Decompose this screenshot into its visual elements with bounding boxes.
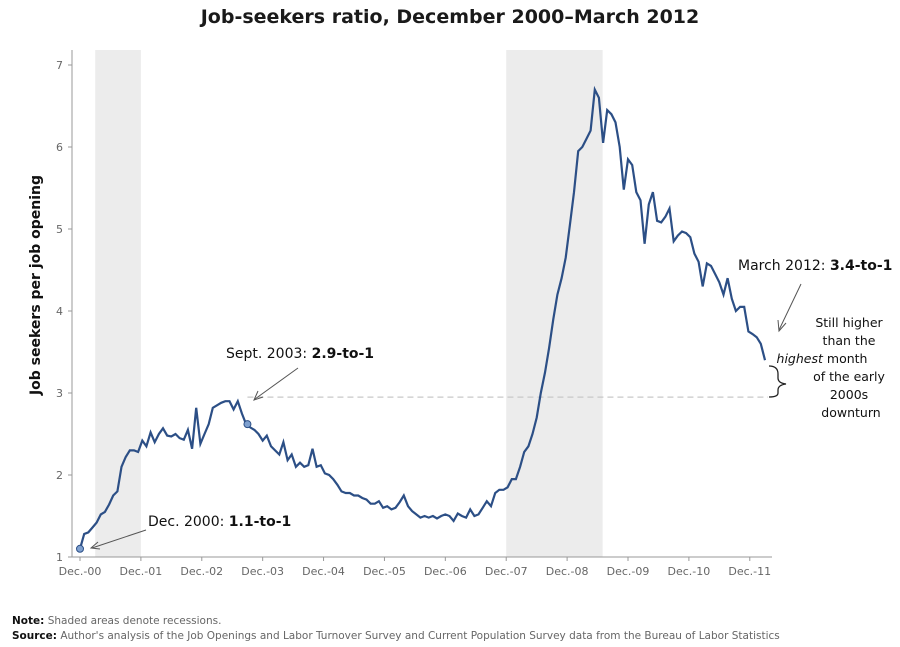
still-higher-line-2: than the bbox=[823, 333, 876, 348]
annotation-arrowhead-sept-2003 bbox=[253, 390, 264, 401]
y-tick-label-6: 6 bbox=[56, 141, 63, 154]
still-higher-line-5: 2000s bbox=[830, 387, 868, 402]
still-higher-line-6: downturn bbox=[821, 405, 880, 420]
marker-sept-2003 bbox=[243, 420, 252, 429]
source-text: Author's analysis of the Job Openings an… bbox=[60, 630, 780, 642]
x-tick-label-0: Dec.-00 bbox=[59, 565, 102, 578]
bracket-icon bbox=[768, 365, 787, 398]
note-text: Shaded areas denote recessions. bbox=[47, 615, 222, 627]
y-tick-label-1: 1 bbox=[56, 551, 63, 564]
x-tick-label-7: Dec.-07 bbox=[485, 565, 528, 578]
annotation-dec-2000-prefix: Dec. 2000: bbox=[148, 514, 229, 530]
annotation-arrow-sept-2003 bbox=[254, 367, 299, 400]
annotation-sept-2003: Sept. 2003: 2.9-to-1 bbox=[226, 346, 374, 401]
still-higher-line-3b: month bbox=[827, 351, 868, 366]
marker-layer bbox=[76, 420, 252, 553]
y-tick-label-3: 3 bbox=[56, 387, 63, 400]
annotation-dec-2000-value: 1.1-to-1 bbox=[229, 514, 291, 530]
x-tick-label-3: Dec.-03 bbox=[241, 565, 284, 578]
x-tick-label-4: Dec.-04 bbox=[302, 565, 345, 578]
recession-band-1 bbox=[95, 50, 141, 557]
annotation-arrow-dec-2000 bbox=[91, 529, 147, 549]
svg-text:Still higher than the: Still higher than the highest month of th… bbox=[777, 315, 889, 420]
annotation-sept-2003-prefix: Sept. 2003: bbox=[226, 346, 312, 362]
still-higher-line-3a: highest bbox=[777, 351, 824, 366]
note-label: Note: bbox=[12, 615, 45, 627]
axis-layer: 1 2 3 4 5 6 7 Dec.-00 Dec.-01 Dec.-02 Dec.-03 Dec.-… bbox=[56, 50, 772, 578]
y-tick-label-4: 4 bbox=[56, 305, 63, 318]
svg-text:March 2012: 3.4-to-1: March 2012: 3.4-to-1 bbox=[738, 258, 892, 274]
note-line: Note: Shaded areas denote recessions. bbox=[12, 614, 780, 629]
x-tick-label-10: Dec.-10 bbox=[668, 565, 711, 578]
y-tick-label-2: 2 bbox=[56, 469, 63, 482]
x-tick-label-11: Dec.-11 bbox=[728, 565, 771, 578]
annotation-sept-2003-value: 2.9-to-1 bbox=[312, 346, 374, 362]
x-tick-label-9: Dec.-09 bbox=[607, 565, 650, 578]
marker-dec-2000 bbox=[76, 544, 84, 553]
source-line: Source: Author's analysis of the Job Ope… bbox=[12, 629, 780, 644]
still-higher-line-1: Still higher bbox=[815, 315, 883, 330]
x-tick-label-1: Dec.-01 bbox=[120, 565, 163, 578]
source-label: Source: bbox=[12, 630, 57, 642]
annotation-march-2012: March 2012: 3.4-to-1 bbox=[738, 258, 892, 333]
annotation-arrow-march-2012 bbox=[778, 283, 802, 331]
still-higher-line-4: of the early bbox=[813, 369, 885, 384]
annotation-dec-2000: Dec. 2000: 1.1-to-1 bbox=[89, 514, 291, 550]
series-line-job-seekers-ratio bbox=[78, 85, 767, 550]
x-tick-label-6: Dec.-06 bbox=[424, 565, 467, 578]
annotation-arrowhead-march-2012 bbox=[777, 319, 787, 333]
annotation-march-2012-prefix: March 2012: bbox=[738, 258, 830, 274]
x-tick-label-5: Dec.-05 bbox=[363, 565, 406, 578]
x-tick-label-2: Dec.-02 bbox=[180, 565, 223, 578]
svg-text:Sept. 2003: 2.9-to-1: Sept. 2003: 2.9-to-1 bbox=[226, 346, 374, 362]
y-axis-label: Job seekers per job opening bbox=[28, 175, 44, 396]
chart-title: Job-seekers ratio, December 2000–March 2… bbox=[200, 6, 700, 28]
y-tick-label-7: 7 bbox=[56, 59, 63, 72]
recession-band-2 bbox=[506, 50, 603, 557]
annotation-march-2012-value: 3.4-to-1 bbox=[830, 258, 892, 274]
y-tick-label-5: 5 bbox=[56, 223, 63, 236]
annotation-arrowhead-dec-2000 bbox=[89, 541, 101, 550]
footnote: Note: Shaded areas denote recessions. So… bbox=[12, 614, 780, 644]
annotation-still-higher: Still higher than the highest month of th… bbox=[768, 315, 889, 420]
x-tick-label-8: Dec.-08 bbox=[546, 565, 589, 578]
svg-text:Dec. 2000: 1.1-to-1: Dec. 2000: 1.1-to-1 bbox=[148, 514, 291, 530]
recession-layer bbox=[95, 50, 603, 557]
